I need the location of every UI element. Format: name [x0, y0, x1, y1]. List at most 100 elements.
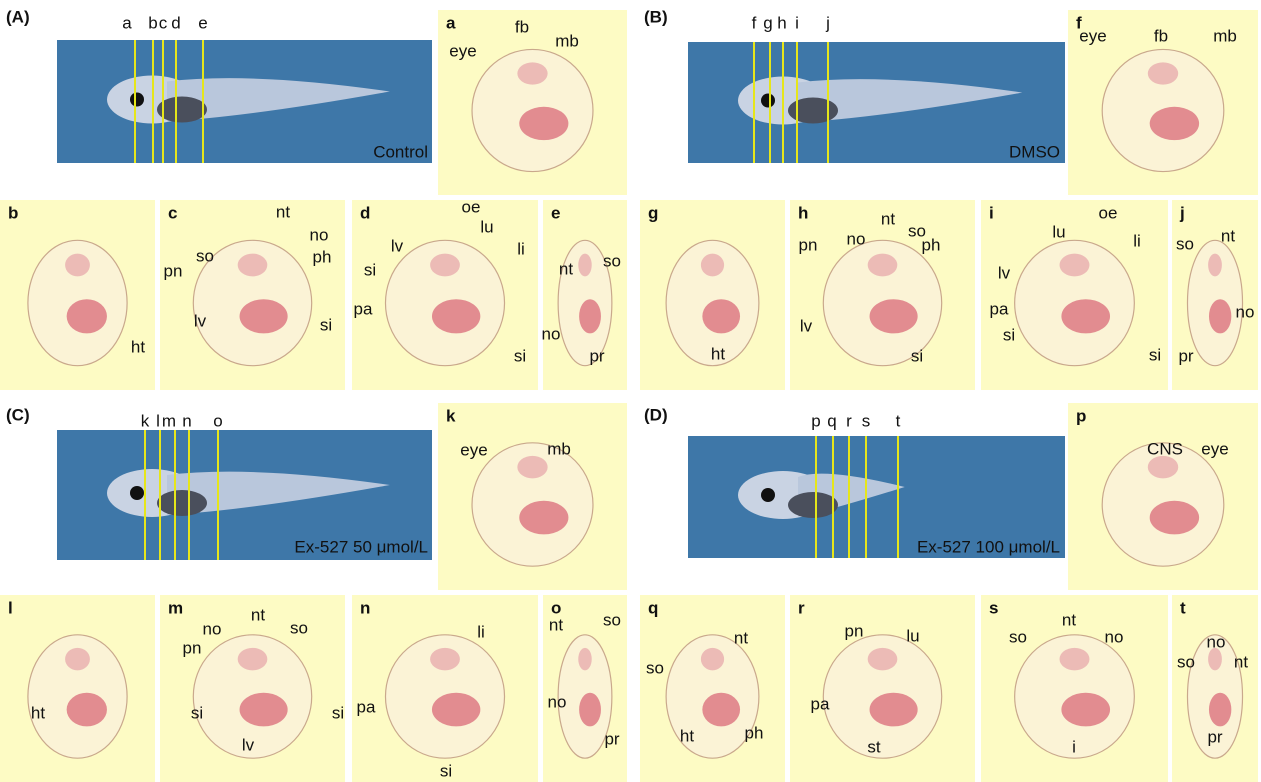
structure-label: so [290, 618, 308, 637]
tissue-organ [578, 254, 591, 277]
structure-label: lu [480, 217, 493, 236]
section-letter: g [648, 203, 658, 222]
section-letter: h [798, 203, 808, 222]
structure-label: nt [1062, 610, 1076, 629]
structure-label: nt [549, 615, 563, 634]
structure-label: so [1177, 652, 1195, 671]
section-marker: m [162, 411, 176, 430]
structure-label: pa [354, 299, 373, 318]
structure-label: ht [680, 726, 694, 745]
caption: DMSO [1009, 142, 1060, 161]
tadpole-gut [157, 97, 207, 123]
section-letter: s [989, 598, 998, 617]
section-letter: c [168, 203, 177, 222]
structure-label: lv [194, 311, 207, 330]
section-letter: d [360, 203, 370, 222]
tissue-organ [578, 648, 591, 670]
tadpole-gut [157, 490, 207, 516]
structure-label: ht [31, 703, 45, 722]
caption: Control [373, 142, 428, 161]
structure-label: si [364, 260, 376, 279]
tissue-organ [238, 648, 268, 670]
structure-label: pa [811, 694, 830, 713]
structure-label: eye [1079, 26, 1106, 45]
tadpole-eye [130, 93, 144, 107]
tissue-organ [1209, 299, 1231, 333]
tissue-organ [65, 254, 90, 277]
structure-label: no [1105, 627, 1124, 646]
structure-label: pr [1207, 727, 1222, 746]
tissue-organ [1061, 299, 1110, 333]
caption: Ex-527 100 μmol/L [917, 537, 1060, 556]
tissue-organ [517, 62, 547, 84]
structure-label: mb [1213, 26, 1237, 45]
structure-label: eye [460, 440, 487, 459]
tissue-organ [701, 648, 724, 670]
section-letter: k [446, 406, 456, 425]
caption: Ex-527 50 μmol/L [294, 537, 428, 556]
tadpole-eye [130, 486, 144, 500]
section-marker: j [825, 13, 830, 32]
section-letter: p [1076, 406, 1086, 425]
section-letter: q [648, 598, 658, 617]
section-letter: m [168, 598, 183, 617]
structure-label: mb [547, 439, 571, 458]
structure-label: no [847, 229, 866, 248]
structure-label: no [310, 225, 329, 244]
structure-label: si [514, 346, 526, 365]
section-letter: r [798, 598, 805, 617]
structure-label: so [1009, 627, 1027, 646]
tissue-organ [868, 648, 898, 670]
section-letter: n [360, 598, 370, 617]
section-letter: j [1179, 203, 1185, 222]
panel-label: (A) [6, 7, 30, 26]
tissue-organ [1060, 254, 1090, 277]
tissue-organ [701, 254, 724, 277]
structure-label: si [1003, 325, 1015, 344]
panel-label: (D) [644, 405, 668, 424]
section-letter: a [446, 13, 456, 32]
structure-label: pn [183, 638, 202, 657]
panel-label: (C) [6, 405, 30, 424]
section-marker: k [141, 411, 150, 430]
structure-label: pa [357, 697, 376, 716]
tissue-organ [1148, 456, 1178, 478]
tissue-organ [1208, 254, 1222, 277]
structure-label: si [332, 703, 344, 722]
tadpole-eye [761, 488, 775, 502]
structure-label: lv [800, 316, 813, 335]
section-marker: q [827, 411, 836, 430]
structure-label: mb [555, 31, 579, 50]
tissue-organ [65, 648, 90, 670]
structure-label: pa [990, 299, 1009, 318]
structure-label: nt [559, 259, 573, 278]
structure-label: oe [462, 197, 481, 216]
structure-label: so [1176, 234, 1194, 253]
tissue-organ [1060, 648, 1090, 670]
structure-label: ht [131, 337, 145, 356]
structure-label: li [1133, 231, 1141, 250]
section-marker: g [763, 13, 772, 32]
structure-label: no [542, 324, 561, 343]
tissue-organ [1150, 107, 1199, 140]
tissue-organ [870, 693, 918, 727]
structure-label: si [191, 703, 203, 722]
structure-label: pn [799, 235, 818, 254]
structure-label: si [1149, 345, 1161, 364]
section-marker: n [182, 411, 191, 430]
tissue-organ [240, 693, 288, 727]
tissue-organ [702, 299, 740, 333]
structure-label: ph [313, 247, 332, 266]
section-marker: t [896, 411, 901, 430]
tissue-organ [432, 299, 480, 333]
structure-label: nt [276, 202, 290, 221]
section-marker: c [159, 13, 168, 32]
tissue-organ [579, 299, 601, 333]
tissue-organ [517, 456, 547, 478]
structure-label: no [1236, 302, 1255, 321]
structure-label: no [203, 619, 222, 638]
tissue-organ [1061, 693, 1110, 727]
structure-label: nt [1234, 652, 1248, 671]
tissue-organ [67, 693, 107, 727]
section-marker: i [795, 13, 799, 32]
